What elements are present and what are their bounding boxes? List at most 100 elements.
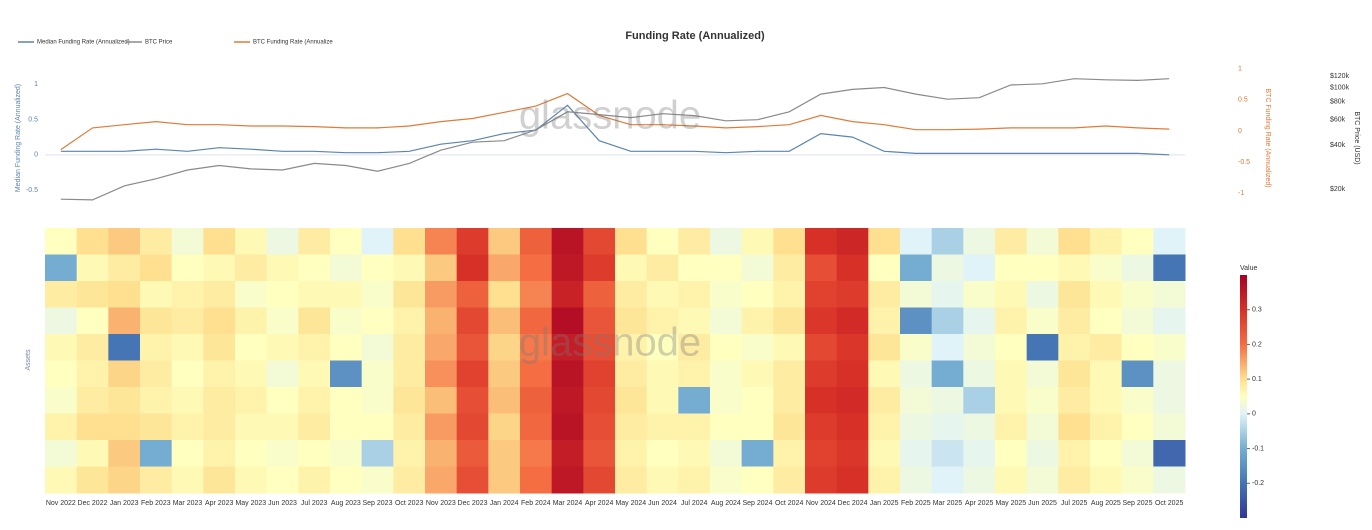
heatmap-cell <box>678 387 711 414</box>
heatmap-cell <box>1058 228 1091 255</box>
heatmap-cell <box>773 440 806 467</box>
heatmap-cell <box>520 413 553 441</box>
heatmap-cell <box>298 281 331 308</box>
heatmap-cell <box>741 360 774 388</box>
heatmap-cell <box>266 228 299 255</box>
y2-tick-label: 0 <box>1238 128 1242 135</box>
heatmap-cell <box>140 254 173 282</box>
heatmap-cell <box>583 281 616 308</box>
heatmap-cell <box>393 387 426 414</box>
x-tick-label: Jan 2025 <box>870 500 899 507</box>
heatmap-cell <box>171 387 204 414</box>
heatmap-cell <box>773 228 806 255</box>
heatmap-cell <box>488 254 521 282</box>
heatmap-cell <box>235 413 268 441</box>
heatmap-cell <box>615 387 648 414</box>
heatmap-cell <box>900 360 933 388</box>
heatmap-cell <box>678 360 711 388</box>
heatmap-cell <box>710 228 743 255</box>
heatmap-cell <box>963 334 996 361</box>
heatmap-cell <box>963 307 996 335</box>
heatmap-cell <box>1121 228 1154 255</box>
heatmap-cell <box>583 254 616 282</box>
heatmap-cell <box>425 228 458 255</box>
heatmap-cell <box>108 334 141 361</box>
heatmap-cell <box>963 254 996 282</box>
heatmap-cell <box>900 334 933 361</box>
heatmap-cell <box>361 387 394 414</box>
heatmap-cell <box>1121 307 1154 335</box>
heatmap-cell <box>171 413 204 441</box>
x-tick-label: Feb 2025 <box>901 500 931 507</box>
heatmap-cell <box>1026 387 1059 414</box>
heatmap-cell <box>203 413 236 441</box>
heatmap-cell <box>583 360 616 388</box>
heatmap-cell <box>76 466 109 494</box>
heatmap-cell <box>1121 360 1154 388</box>
heatmap-cell <box>425 466 458 494</box>
heatmap-cell <box>140 440 173 467</box>
chart-title: Funding Rate (Annualized) <box>625 30 765 42</box>
heatmap-cell <box>1090 387 1123 414</box>
heatmap-cell <box>1121 281 1154 308</box>
heatmap-cell <box>76 307 109 335</box>
series-line <box>60 92 1170 151</box>
heatmap-cell <box>393 413 426 441</box>
x-tick-label: Mar 2025 <box>933 500 963 507</box>
watermark: glassnode <box>519 321 701 365</box>
heatmap-cell <box>805 360 838 388</box>
heatmap-cell <box>583 466 616 494</box>
heatmap-cell <box>266 307 299 335</box>
heatmap-cell <box>45 281 78 308</box>
x-tick-label: Feb 2024 <box>521 500 551 507</box>
y3-tick-label: $60k <box>1330 117 1346 124</box>
heatmap-cell <box>171 334 204 361</box>
heatmap-cell <box>488 466 521 494</box>
heatmap-cell <box>361 413 394 441</box>
heatmap-cell <box>1121 254 1154 282</box>
heatmap-cell <box>931 281 964 308</box>
colorbar-tick-label: 0.3 <box>1252 307 1262 314</box>
heatmap-cell <box>678 254 711 282</box>
colorbar-title: Value <box>1240 265 1257 272</box>
x-tick-label: Jun 2025 <box>1028 500 1057 507</box>
heatmap-cell <box>741 254 774 282</box>
heatmap-cell <box>108 281 141 308</box>
x-tick-label: Aug 2023 <box>331 500 361 507</box>
heatmap-cell <box>140 466 173 494</box>
heatmap-cell <box>1121 387 1154 414</box>
heatmap-cell <box>551 440 584 467</box>
heatmap-cell <box>45 334 78 361</box>
heatmap-cell <box>108 413 141 441</box>
heatmap-cell <box>836 228 869 255</box>
heatmap-cell <box>741 387 774 414</box>
heatmap-cell <box>995 334 1028 361</box>
heatmap-cell <box>330 413 363 441</box>
heatmap-cell <box>1026 281 1059 308</box>
heatmap-cell <box>108 360 141 388</box>
heatmap-cell <box>710 387 743 414</box>
heatmap-cell <box>266 466 299 494</box>
heatmap-cell <box>836 307 869 335</box>
heatmap-cell <box>551 387 584 414</box>
heatmap-cell <box>330 360 363 388</box>
heatmap-cell <box>235 360 268 388</box>
heatmap-cell <box>266 334 299 361</box>
heatmap-cell <box>171 307 204 335</box>
heatmap-cell <box>298 307 331 335</box>
heatmap-cell <box>361 307 394 335</box>
heatmap-cell <box>551 254 584 282</box>
heatmap-cell <box>76 440 109 467</box>
heatmap-cell <box>361 334 394 361</box>
heatmap-cell <box>1058 360 1091 388</box>
legend-label: BTC Funding Rate (Annualize <box>253 40 333 46</box>
heatmap-cell <box>741 228 774 255</box>
heatmap-cell <box>298 254 331 282</box>
heatmap-cell <box>45 228 78 255</box>
legend-label: BTC Price <box>145 40 173 46</box>
heatmap-cell <box>963 413 996 441</box>
heatmap-cell <box>805 440 838 467</box>
heatmap-cell <box>963 228 996 255</box>
heatmap-cell <box>646 387 679 414</box>
heatmap-cell <box>1090 440 1123 467</box>
